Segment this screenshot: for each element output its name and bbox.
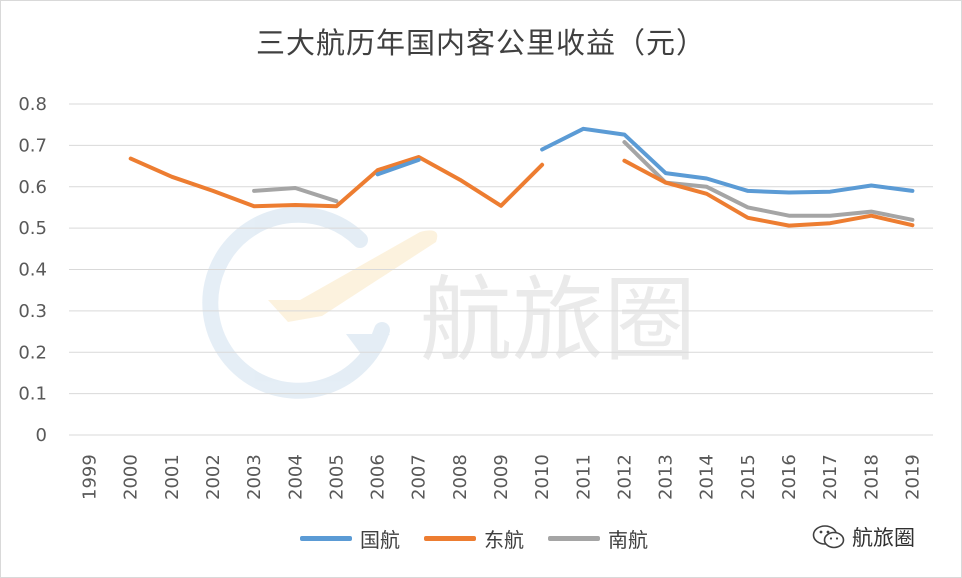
legend-swatch [548,536,600,541]
watermark-arrow-icon [346,334,390,358]
x-tick-label: 2006 [368,454,389,500]
y-tick-label: 0.4 [18,260,47,281]
legend-swatch [300,536,352,541]
y-tick-label: 0.2 [18,342,47,363]
x-tick-label: 2004 [285,454,306,500]
legend-item: 国航 [300,524,400,553]
legend-swatch [424,536,476,541]
y-tick-label: 0.7 [18,135,47,156]
legend-item: 东航 [424,524,524,553]
legend-label: 东航 [484,528,524,552]
brand-badge: 航旅圈 [812,522,915,552]
watermark-logo: 航旅圈 [202,206,696,399]
y-axis-ticks: 0 0.1 0.2 0.3 0.4 0.5 0.6 0.7 0.8 [18,94,47,446]
watermark-plane-icon [268,230,438,322]
series-line-1 [622,158,915,228]
x-tick-label: 2015 [738,454,759,500]
y-tick-label: 0.3 [18,301,47,322]
x-tick-label: 2010 [532,454,553,500]
x-tick-label: 2013 [656,454,677,500]
legend-label: 国航 [360,528,400,552]
series-line-1 [128,155,545,209]
legend: 国航 东航 南航 [300,524,648,553]
brand-text: 航旅圈 [852,526,915,550]
legend-item: 南航 [548,524,648,553]
x-tick-label: 2000 [121,454,142,500]
series-line-2 [252,186,339,204]
series-line-0 [540,126,915,195]
watermark-text: 航旅圈 [420,267,696,374]
x-tick-label: 2003 [244,454,265,500]
wechat-icon [812,525,845,549]
y-tick-label: 0.6 [18,177,47,198]
x-tick-label: 2011 [573,454,594,500]
grid-lines [69,103,933,436]
y-tick-label: 0.5 [18,218,47,239]
series-line-2 [622,140,915,222]
x-tick-label: 2012 [614,454,635,500]
x-tick-label: 2014 [697,454,718,500]
x-tick-label: 2008 [450,454,471,500]
y-tick-label: 0.8 [18,94,47,115]
x-axis-ticks: 1999 2000 2001 2002 2003 2004 2005 2006 2007 2008… [80,454,924,500]
series-lines [128,126,915,228]
chart-title: 三大航历年国内客公里收益（元） [255,26,706,60]
x-tick-label: 2019 [902,454,923,500]
x-tick-label: 2001 [162,454,183,500]
x-tick-label: 2002 [203,454,224,500]
series-line-0 [375,157,421,177]
y-tick-label: 0.1 [18,384,47,405]
watermark-ring-icon [202,206,390,399]
x-tick-label: 2017 [820,454,841,500]
x-tick-label: 2018 [861,454,882,500]
x-tick-label: 2007 [409,454,430,500]
legend-label: 南航 [608,528,648,552]
x-tick-label: 2009 [491,454,512,500]
x-tick-label: 1999 [80,454,101,500]
x-tick-label: 2016 [779,454,800,500]
x-tick-label: 2005 [326,454,347,500]
y-tick-label: 0 [36,425,47,446]
